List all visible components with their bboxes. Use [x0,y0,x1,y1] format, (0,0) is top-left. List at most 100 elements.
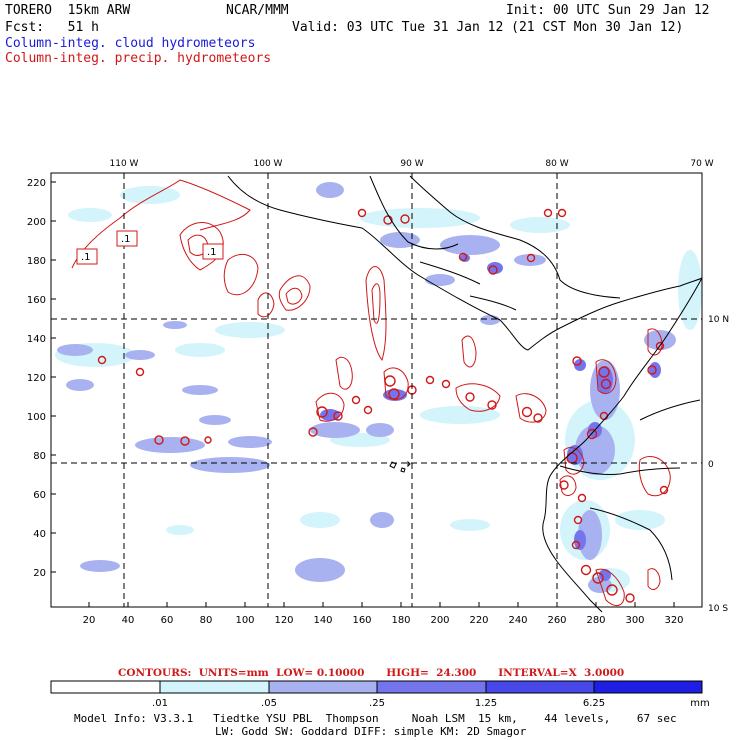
x-tick-label: 200 [430,615,449,626]
cloud-patch [510,217,570,233]
precip-cell [573,515,583,525]
colorbar-bin [376,680,487,694]
cloud-patch [487,262,503,274]
lat-label: 10 S [708,604,728,614]
mexico-guatemala-border [369,175,459,250]
lon-label: 100 W [254,159,283,169]
precip-cell [97,355,107,365]
honduras-nicaragua-border [419,261,481,285]
precip-cell [384,375,396,387]
colombia-brazil-border [639,399,701,421]
contour-label-texts: .1 .1 .1 [81,234,217,263]
precip-contour [285,287,303,305]
cloud-patch [574,359,586,371]
precip-cell [606,584,618,596]
cloud-patch [316,182,344,198]
cloud-patch [380,232,420,248]
precip-cell [600,378,612,390]
y-tick-label: 40 [33,529,46,540]
cloud-patch [574,530,586,550]
contour-label: .1 [207,247,217,258]
island [407,460,411,468]
cloud-patch [567,445,583,465]
lon-label: 90 W [400,159,423,169]
x-tick-label: 300 [625,615,644,626]
cloud-patch [615,510,665,530]
cloud-patch [514,254,546,266]
bottom-x-ticks: 20 40 60 80 100 120 140 160 180 200 220 … [83,615,684,626]
precip-cell [383,215,393,225]
precip-cell [154,435,164,445]
precip-cell [333,411,343,421]
precip-cell [204,436,212,444]
contour-label-boxes [76,230,224,265]
legend-cloud: Column-integ. cloud hydrometeors [5,36,256,51]
valid-time: Valid: 03 UTC Tue 31 Jan 12 (21 CST Mon … [292,20,684,35]
y-tick-label: 200 [27,217,46,228]
cloud-patch [120,186,180,204]
precip-cell [488,265,498,275]
x-tick-label: 280 [586,615,605,626]
precip-cell [180,436,190,446]
x-tick-label: 20 [83,615,96,626]
precip-cell [351,395,361,405]
precip-cell [465,392,475,402]
x-tick-label: 100 [235,615,254,626]
center-label: NCAR/MMM [226,3,289,18]
cloud-patch [480,315,500,325]
precip-contour [647,328,663,356]
colorbar-unit: mm [690,698,709,709]
cloud-patch [166,525,194,535]
precip-cell [647,365,657,375]
precip-contour [595,359,617,394]
colorbar-bin [159,680,270,694]
precip-contour [315,392,345,422]
central-america-pacific-coast [227,175,703,351]
precip-cell [557,208,567,218]
precip-cell [659,485,669,495]
precip-contour [647,568,661,590]
precip-contour [559,475,577,496]
colorbar-tick: .01 [152,698,168,709]
cloud-patch [215,322,285,338]
precip-cell [598,366,610,378]
precip-cell [655,341,665,351]
x-tick-label: 320 [664,615,683,626]
precip-cell [572,356,582,366]
cloud-patch [360,208,480,228]
contour-label-box [76,248,98,265]
precip-contour [257,292,275,318]
x-tick-label: 140 [313,615,332,626]
colorbar-bin [485,680,595,694]
colorbar-tick: .25 [369,698,385,709]
contour-label: .1 [121,234,131,245]
precip-cell [543,208,553,218]
x-tick-label: 220 [469,615,488,626]
precip-contour [278,275,311,311]
precip-contour [371,283,381,324]
x-tick-label: 80 [200,615,213,626]
precip-cells [97,208,669,603]
y-tick-label: 180 [27,256,46,267]
cloud-patch [163,321,187,329]
precip-cell [526,253,536,263]
cloud-patch [295,558,345,582]
peru-brazil-border [589,507,673,581]
precip-cell [316,406,328,418]
map-frame [50,172,703,608]
coastlines [227,175,703,613]
precip-contour [563,447,585,475]
central-america-caribbean-coast [409,175,621,299]
top-lon-labels: 110 W 100 W 90 W 80 W 70 W [110,159,714,169]
contour-label-box [116,230,138,247]
precip-cell [559,480,569,490]
colorbar-tick: 1.25 [475,698,497,709]
precip-cell [363,405,373,415]
cloud-patch [190,457,270,473]
colorbar-tick: .05 [261,698,277,709]
precip-cell [577,493,587,503]
y-tick-label: 100 [27,412,46,423]
x-tick-label: 120 [274,615,293,626]
forecast-hour: Fcst: 51 h [5,20,99,35]
precip-cell [586,428,598,440]
